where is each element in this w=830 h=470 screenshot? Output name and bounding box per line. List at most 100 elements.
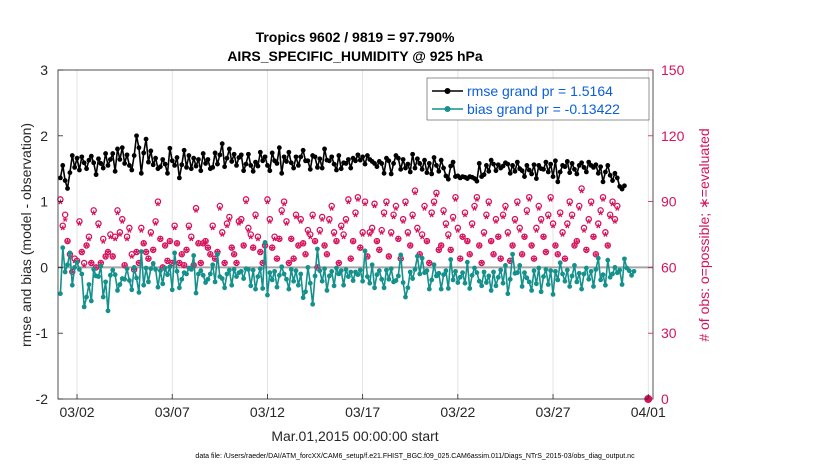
- evaluated-obs-point: *: [146, 253, 152, 268]
- evaluated-obs-point: *: [527, 194, 533, 209]
- evaluated-obs-point: *: [184, 245, 190, 260]
- possible-obs-point: [387, 229, 395, 236]
- bias-point: [450, 277, 456, 283]
- bias-point: [586, 276, 592, 282]
- possible-obs-point: [121, 261, 128, 269]
- possible-obs-point: [530, 255, 538, 262]
- possible-obs-point: [511, 215, 519, 223]
- rmse-point: [257, 149, 263, 155]
- bias-point: [150, 261, 156, 266]
- bias-point: [262, 239, 268, 245]
- evaluated-obs-point: *: [562, 253, 568, 268]
- bias-point: [167, 264, 173, 270]
- rmse-point: [338, 166, 344, 172]
- evaluated-obs-point: *: [124, 234, 130, 249]
- rmse-point: [484, 163, 489, 168]
- rmse-point: [224, 155, 230, 161]
- rmse-point: [555, 179, 561, 185]
- rmse-point: [250, 168, 256, 174]
- possible-obs-point: [309, 211, 316, 219]
- bias-point: [238, 268, 244, 274]
- rmse-point: [243, 161, 249, 167]
- bias-point: [367, 280, 373, 286]
- legend-bias-label: bias grand pr = -0.13422: [467, 101, 620, 117]
- evaluated-obs-point: *: [472, 203, 478, 218]
- right-tick-label: 90: [661, 194, 677, 210]
- rmse-point: [176, 175, 182, 181]
- rmse-point: [553, 158, 558, 164]
- possible-obs-point: [599, 193, 607, 201]
- bias-point: [67, 250, 73, 256]
- rmse-point: [443, 173, 449, 179]
- possible-obs-point: [545, 211, 552, 219]
- bias-point: [257, 266, 263, 272]
- evaluated-obs-point: *: [384, 198, 390, 213]
- rmse-point: [481, 172, 487, 178]
- possible-obs-point: [573, 237, 581, 245]
- rmse-point: [345, 157, 351, 162]
- evaluated-obs-point: *: [282, 198, 288, 213]
- legend-rmse-marker: [444, 88, 451, 94]
- left-axis-ticks: -2 -1 0 1 2 3: [36, 62, 63, 407]
- bias-point: [562, 278, 568, 284]
- possible-obs-point: [109, 253, 116, 260]
- bias-point: [317, 268, 323, 274]
- possible-obs-point: [140, 240, 147, 247]
- rmse-point: [315, 164, 320, 170]
- plot-area: [58, 70, 653, 399]
- evaluated-obs-point: *: [615, 203, 621, 218]
- bias-point: [600, 272, 606, 278]
- evaluated-obs-point: *: [565, 220, 571, 235]
- bias-point: [138, 249, 144, 255]
- bias-point: [576, 270, 582, 276]
- evaluated-obs-point: *: [572, 240, 578, 255]
- possible-obs-point: [414, 224, 421, 232]
- rmse-point: [398, 166, 404, 172]
- bias-point: [291, 278, 297, 284]
- evaluated-obs-point: *: [560, 229, 566, 244]
- evaluated-obs-point: *: [581, 225, 587, 240]
- possible-obs-point: [535, 202, 543, 210]
- evaluated-obs-point: *: [355, 194, 361, 209]
- rmse-point: [505, 161, 511, 167]
- bias-point: [334, 265, 339, 271]
- evaluated-obs-point: *: [479, 258, 485, 273]
- bias-point: [476, 278, 482, 284]
- evaluated-obs-point: *: [182, 260, 188, 275]
- bias-point: [129, 287, 135, 293]
- evaluated-obs-point: *: [474, 194, 480, 209]
- possible-obs-point: [276, 235, 283, 243]
- bias-point: [362, 248, 368, 254]
- evaluated-obs-point: *: [303, 249, 309, 264]
- rmse-point: [612, 170, 618, 176]
- possible-obs-point: [561, 255, 569, 262]
- rmse-point: [269, 150, 275, 156]
- bias-point: [74, 259, 80, 265]
- possible-obs-point: [445, 231, 452, 238]
- possible-obs-point: [418, 231, 426, 238]
- possible-obs-point: [495, 233, 502, 240]
- bias-point: [395, 273, 401, 279]
- bias-point: [536, 265, 542, 271]
- x-tick-label: 03/02: [60, 404, 95, 420]
- bias-point: [215, 251, 220, 257]
- possible-obs-point: [492, 215, 500, 223]
- evaluated-obs-point: *: [534, 225, 540, 240]
- evaluated-obs-point: *: [267, 216, 273, 231]
- rmse-point: [186, 153, 192, 158]
- bias-point: [474, 270, 480, 276]
- evaluated-obs-point: *: [167, 236, 173, 251]
- evaluated-obs-point: *: [579, 185, 585, 200]
- rmse-point: [226, 146, 232, 152]
- bias-point: [605, 257, 611, 263]
- rmse-point: [219, 141, 225, 147]
- right-axis-ticks: 0 30 60 90 120 150: [648, 62, 685, 407]
- x-tick-label: 03/07: [155, 404, 190, 420]
- bias-point: [57, 291, 63, 297]
- possible-obs-point: [185, 222, 193, 229]
- evaluated-obs-point: *: [148, 229, 154, 244]
- bias-point: [205, 276, 211, 282]
- evaluated-obs-point: *: [60, 223, 66, 238]
- possible-obs-point: [154, 198, 162, 205]
- rmse-point: [293, 154, 299, 160]
